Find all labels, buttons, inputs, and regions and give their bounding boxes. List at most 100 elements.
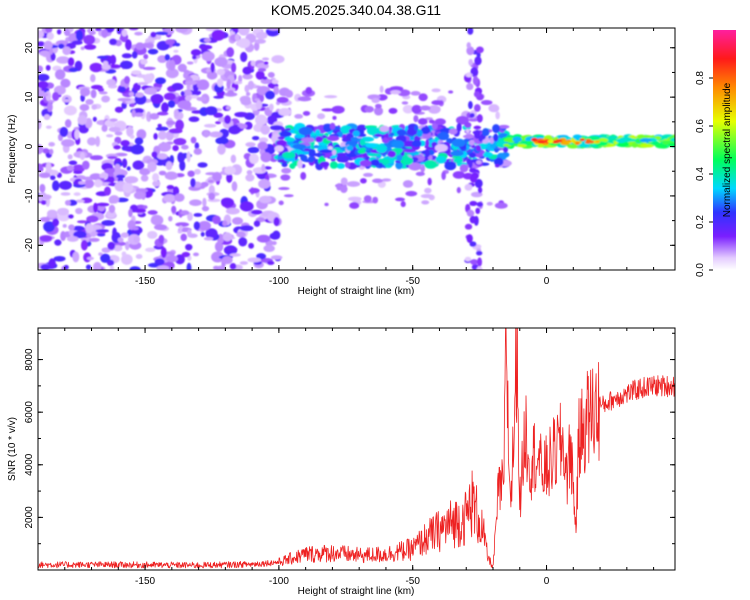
tone-blob (597, 138, 609, 143)
noise-blob (201, 205, 210, 212)
noise-blob (208, 192, 216, 201)
noise-blob (265, 90, 275, 100)
noise-blob (41, 201, 47, 205)
noise-blob (40, 263, 51, 270)
noise-blob (157, 123, 162, 128)
noise-blob (155, 77, 166, 85)
noise-blob (96, 202, 110, 207)
noise-blob (256, 253, 267, 260)
band-blob (494, 202, 508, 209)
band-blob (379, 85, 384, 93)
noise-blob (95, 229, 109, 233)
noise-blob (240, 51, 248, 63)
noise-blob (230, 62, 237, 73)
noise-blob (140, 58, 148, 65)
noise-blob (43, 40, 53, 51)
band-blob (424, 187, 432, 194)
noise-blob (101, 247, 111, 253)
band-blob (396, 154, 403, 162)
band-blob (340, 185, 348, 194)
noise-blob (196, 96, 208, 102)
band-blob (388, 107, 398, 114)
noise-blob (80, 239, 88, 251)
noise-blob (248, 187, 260, 194)
noise-blob (167, 100, 176, 108)
noise-blob (273, 86, 280, 95)
band-blob (488, 104, 500, 113)
noise-blob (120, 232, 129, 238)
band-blob (329, 122, 336, 130)
noise-blob (101, 220, 116, 227)
noise-blob (253, 41, 260, 51)
noise-blob (216, 68, 226, 76)
band-blob (350, 136, 359, 142)
noise-blob (260, 78, 272, 85)
noise-blob (222, 236, 236, 240)
noise-blob (221, 256, 233, 265)
band-blob (391, 140, 405, 149)
band-blob (275, 139, 288, 147)
noise-blob (39, 217, 50, 222)
band-blob (285, 127, 291, 131)
snr-x-tick-label: -50 (405, 576, 420, 587)
tone-blob (626, 138, 637, 142)
noise-blob (93, 261, 102, 270)
band-blob (448, 128, 458, 135)
band-blob (283, 194, 294, 198)
noise-blob (227, 89, 235, 96)
noise-blob (133, 191, 145, 200)
spectrogram-x-tick-label: -100 (269, 276, 289, 287)
noise-blob (54, 239, 62, 246)
noise-blob (45, 28, 53, 34)
noise-blob (83, 34, 96, 45)
band-blob (305, 86, 313, 95)
noise-blob (98, 252, 103, 256)
band-blob (304, 150, 309, 155)
band-blob (493, 157, 504, 167)
noise-blob (101, 95, 110, 103)
noise-blob (217, 143, 226, 155)
band-blob (303, 148, 311, 152)
noise-blob (177, 100, 192, 110)
noise-blob (142, 205, 148, 210)
noise-blob (42, 148, 50, 154)
noise-blob (109, 118, 118, 122)
band-blob (379, 125, 390, 132)
band-blob (444, 161, 457, 171)
noise-blob (204, 123, 217, 128)
noise-blob (149, 113, 160, 120)
streak-blob (468, 101, 473, 110)
noise-blob (207, 179, 214, 183)
spectrogram-x-tick-label: -50 (405, 276, 420, 287)
noise-blob (271, 79, 279, 85)
noise-blob (119, 36, 128, 41)
band-blob (418, 93, 428, 102)
noise-blob (213, 265, 220, 270)
noise-blob (165, 39, 175, 45)
noise-blob (226, 172, 233, 183)
band-blob (453, 157, 464, 164)
noise-blob (48, 48, 54, 55)
noise-blob (89, 155, 103, 161)
noise-blob (95, 28, 102, 32)
noise-blob (198, 220, 211, 231)
noise-blob (94, 179, 103, 188)
noise-blob (168, 59, 176, 71)
spectrogram-x-tick-label: -150 (135, 276, 155, 287)
noise-blob (242, 73, 253, 80)
band-blob (413, 115, 419, 123)
noise-blob (114, 131, 123, 136)
noise-blob (165, 68, 179, 79)
band-blob (473, 125, 482, 130)
noise-blob (268, 103, 274, 111)
noise-blob (62, 46, 71, 56)
noise-blob (174, 193, 185, 202)
snr-y-tick-label: 8000 (24, 348, 35, 371)
noise-blob (257, 68, 267, 72)
snr-frame (37, 327, 676, 571)
noise-blob (108, 196, 116, 204)
colorbar-gradient (713, 30, 736, 270)
noise-blob (226, 47, 235, 58)
noise-blob (267, 28, 281, 31)
